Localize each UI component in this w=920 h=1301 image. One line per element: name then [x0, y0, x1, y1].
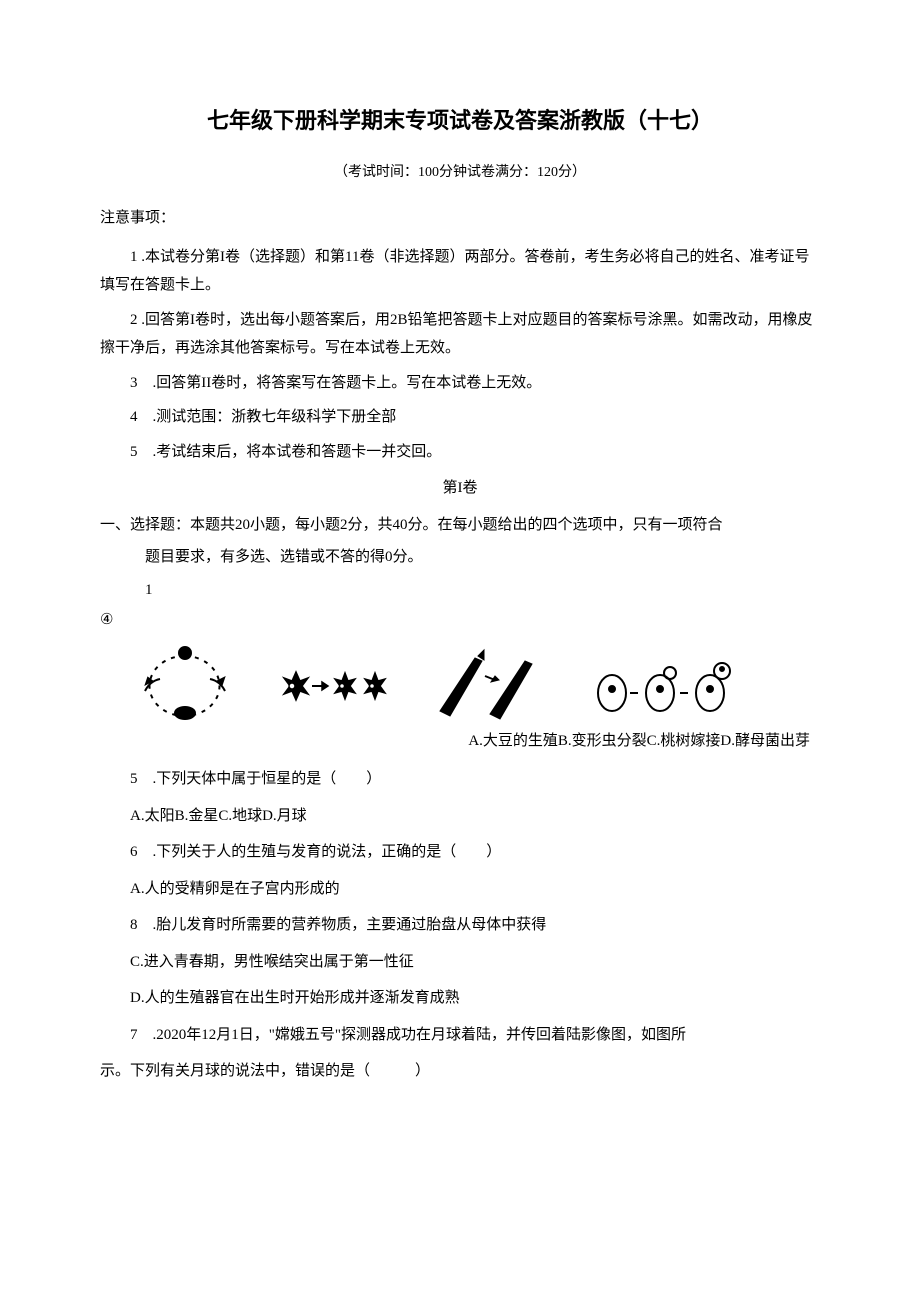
doc-title: 七年级下册科学期末专项试卷及答案浙教版（十七）	[100, 100, 820, 142]
notice-heading: 注意事项：	[100, 204, 820, 233]
notice-item-1: 1 .本试卷分第I卷（选择题）和第11卷（非选择题）两部分。答卷前，考生务必将自…	[100, 243, 820, 300]
figure-3-graft-icon	[430, 646, 560, 726]
volume-heading: 第I卷	[100, 474, 820, 503]
question-5: 5 .下列天体中属于恒星的是（ ）	[100, 765, 820, 794]
section-intro: 一、选择题：本题共20小题，每小题2分，共40分。在每小题给出的四个选项中，只有…	[100, 511, 820, 540]
question-5-options: A.太阳B.金星C.地球D.月球	[100, 802, 820, 831]
notice-item-3: 3 .回答第II卷时，将答案写在答题卡上。写在本试卷上无效。	[100, 369, 820, 398]
question-7-line2: 示。下列有关月球的说法中，错误的是（ ）	[100, 1057, 820, 1086]
q1-options: A.大豆的生殖B.变形虫分裂C.桃树嫁接D.酵母菌出芽	[100, 727, 820, 756]
question-7-line1: 7 .2020年12月1日，"嫦娥五号"探测器成功在月球着陆，并传回着陆影像图，…	[100, 1021, 820, 1050]
doc-subtitle: （考试时间：100分钟试卷满分：120分）	[100, 160, 820, 187]
figure-2-amoeba-icon	[270, 646, 400, 726]
question-6-opt-d: D.人的生殖器官在出生时开始形成并逐渐发育成熟	[100, 984, 820, 1013]
notice-item-4: 4 .测试范围：浙教七年级科学下册全部	[100, 403, 820, 432]
figure-1-lifecycle-icon	[130, 641, 240, 731]
lone-number: 1	[100, 576, 820, 605]
question-6-opt-c: C.进入青春期，男性喉结突出属于第一性征	[100, 948, 820, 977]
figure-row	[130, 641, 820, 731]
figure-4-yeast-icon	[590, 651, 740, 721]
notice-item-5: 5 .考试结束后，将本试卷和答题卡一并交回。	[100, 438, 820, 467]
question-6-opt-a: A.人的受精卵是在子宫内形成的	[100, 875, 820, 904]
question-6-opt-b: 8 .胎儿发育时所需要的营养物质，主要通过胎盘从母体中获得	[100, 911, 820, 940]
question-6: 6 .下列关于人的生殖与发育的说法，正确的是（ ）	[100, 838, 820, 867]
section-intro-sub: 题目要求，有多选、选错或不答的得0分。	[100, 543, 820, 572]
notice-item-2: 2 .回答第I卷时，选出每小题答案后，用2B铅笔把答题卡上对应题目的答案标号涂黑…	[100, 306, 820, 363]
circled-number: ④	[100, 606, 820, 635]
